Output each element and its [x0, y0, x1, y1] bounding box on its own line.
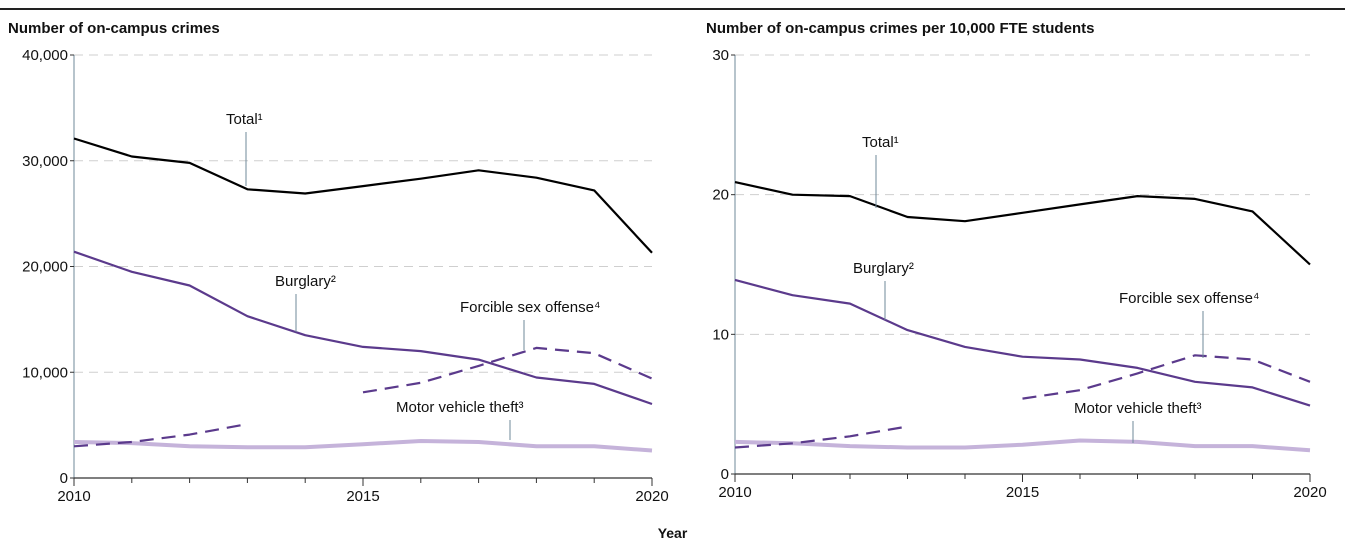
x-tick-label: 2015 [1006, 484, 1039, 501]
series-line-motor-vehicle-theft [734, 438, 1311, 453]
y-tick-label: 10 [712, 326, 729, 343]
top-rule [0, 8, 1345, 10]
series-line-motor-vehicle-theft [73, 439, 653, 453]
chart-title-right: Number of on-campus crimes per 10,000 FT… [706, 20, 1095, 37]
series-label-motor-vehicle-theft: Motor vehicle theft³ [396, 399, 524, 416]
series-label-burglary: Burglary² [275, 273, 336, 290]
y-tick-label: 30 [712, 47, 729, 64]
y-tick-label: 30,000 [22, 153, 68, 170]
series-line-burglary [734, 278, 1311, 407]
series-label-burglary: Burglary² [853, 260, 914, 277]
series-line-burglary [73, 250, 653, 406]
y-tick-label: 0 [721, 466, 729, 483]
series-label-forcible-sex-offense: Forcible sex offense⁴ [1119, 290, 1259, 307]
x-tick-label: 2010 [57, 488, 90, 505]
x-tick-label: 2020 [1293, 484, 1326, 501]
y-tick-label: 0 [60, 470, 68, 487]
series-label-forcible-sex-offense: Forcible sex offense⁴ [460, 299, 600, 316]
chart-panel-right: 0 10 20 30 2010 2015 2020 Total¹ Burglary² Forcib… [712, 47, 1326, 501]
series-line-forcible-sex-offense [734, 354, 1311, 449]
chart-title-left: Number of on-campus crimes [8, 20, 220, 37]
y-tick-label: 20,000 [22, 259, 68, 276]
series-line-forcible-sex-offense [73, 346, 653, 448]
y-tick-label: 20 [712, 187, 729, 204]
y-tick-label: 10,000 [22, 364, 68, 381]
series-line-total [73, 137, 653, 254]
series-line-total [734, 181, 1311, 266]
x-axis-title: Year [657, 525, 688, 541]
x-tick-label: 2020 [635, 488, 668, 505]
x-tick-label: 2010 [718, 484, 751, 501]
x-tick-label: 2015 [346, 488, 379, 505]
series-label-total: Total¹ [226, 111, 263, 128]
y-tick-label: 40,000 [22, 47, 68, 64]
series-label-motor-vehicle-theft: Motor vehicle theft³ [1074, 400, 1202, 417]
series-label-total: Total¹ [862, 134, 899, 151]
chart-panel-left: 0 10,000 20,000 30,000 40,000 2010 2015 2020 Tot… [22, 47, 669, 505]
